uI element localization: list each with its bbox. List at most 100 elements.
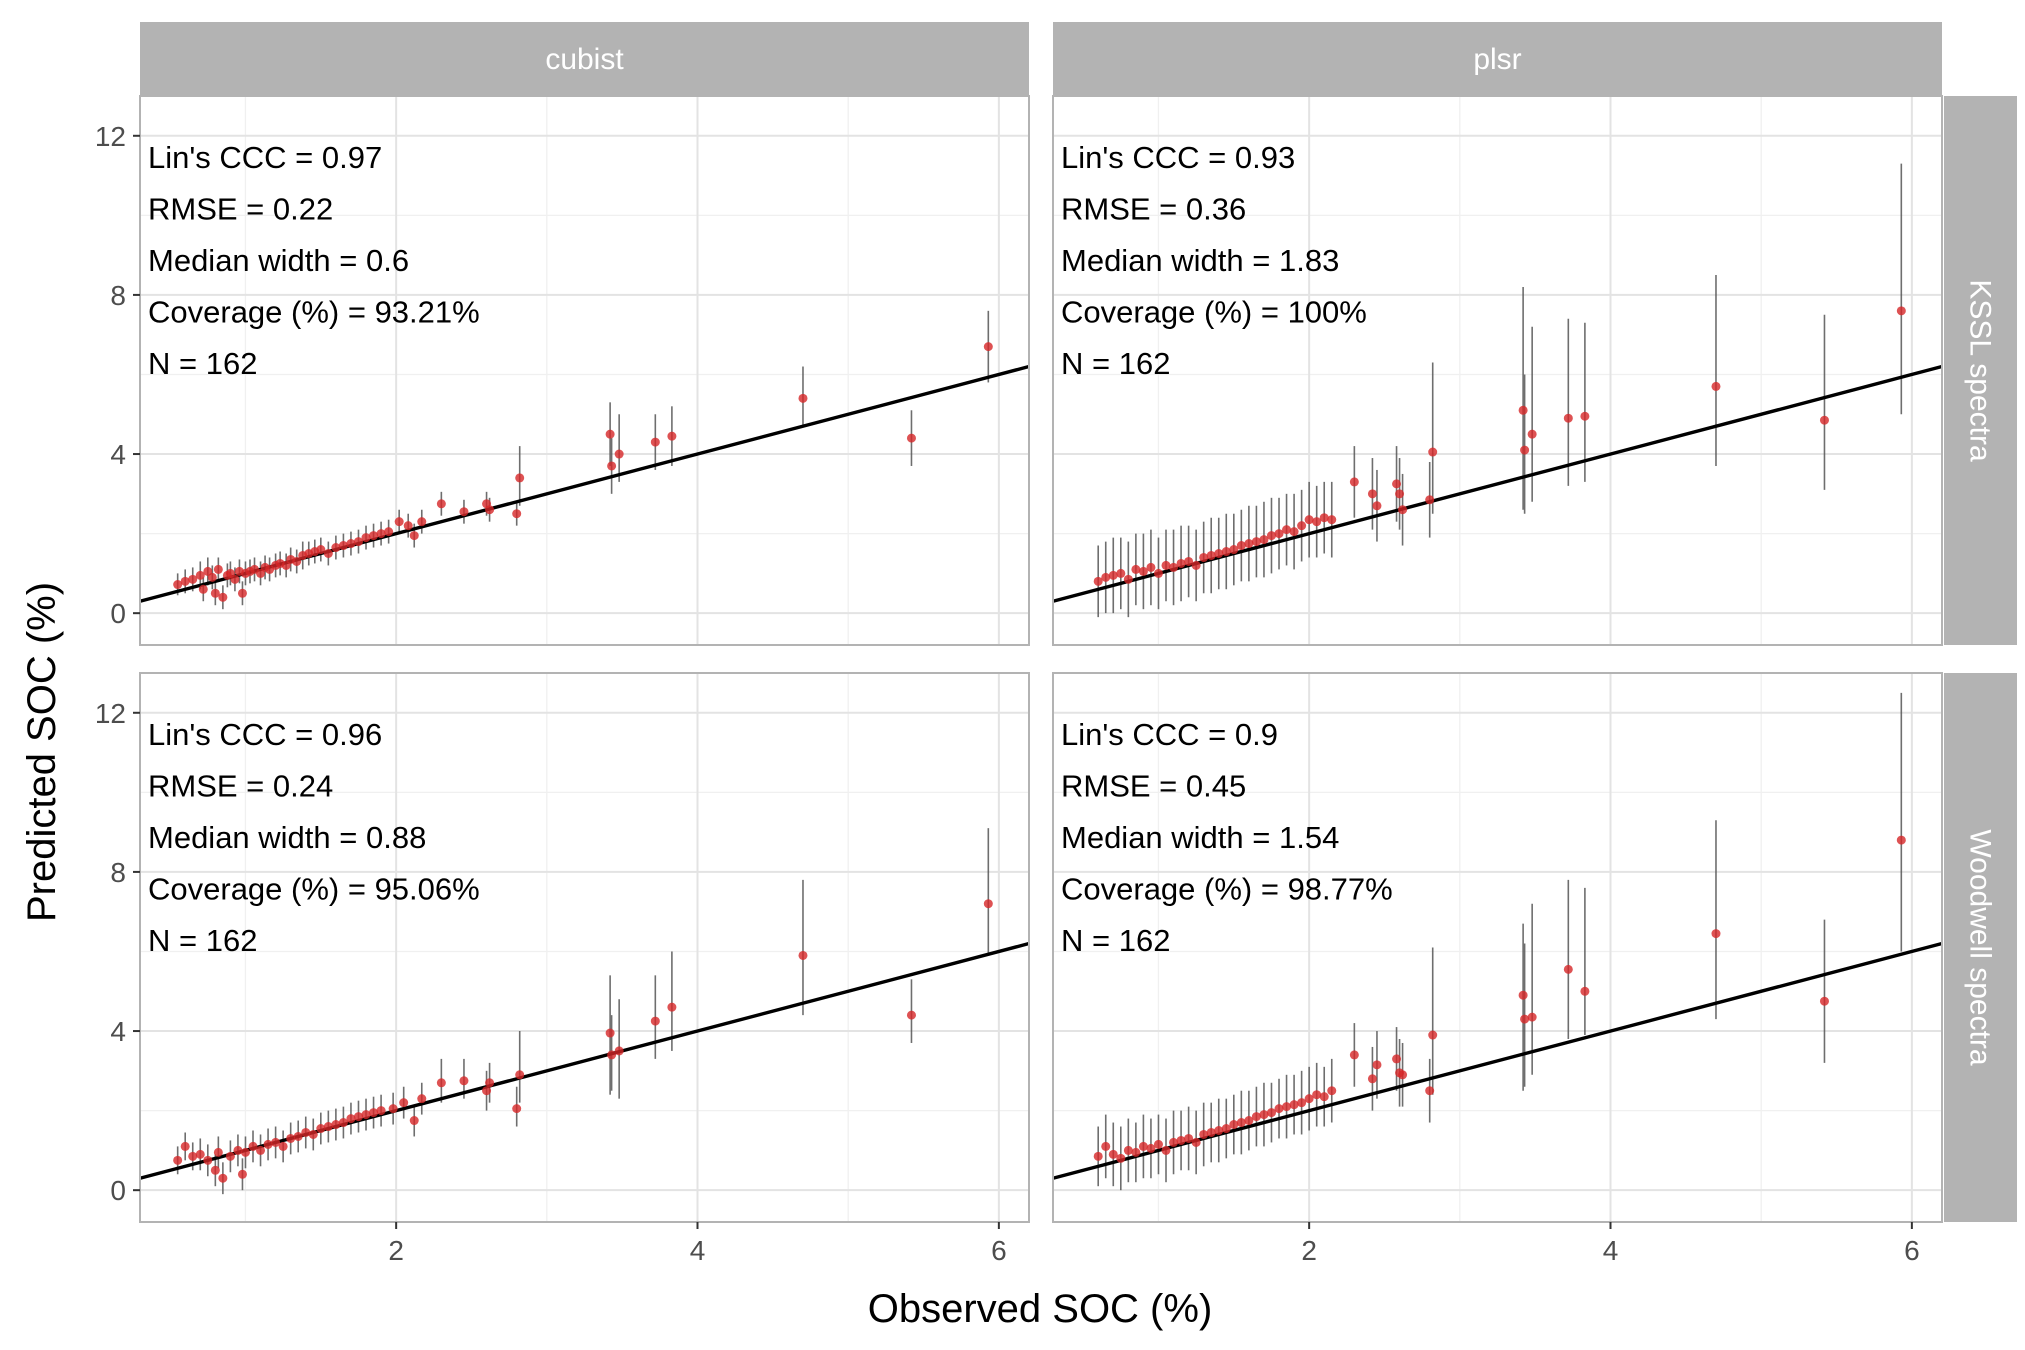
data-point — [195, 1149, 205, 1159]
data-point — [1184, 1133, 1194, 1143]
data-point — [233, 1145, 243, 1155]
data-point — [1274, 529, 1284, 539]
data-point — [1398, 1070, 1408, 1080]
row-strip-label: Woodwell spectra — [1964, 829, 1997, 1066]
data-point — [213, 564, 223, 574]
data-point — [248, 1141, 258, 1151]
data-point — [1153, 1139, 1163, 1149]
data-point — [1214, 549, 1224, 558]
data-point — [512, 1104, 522, 1114]
panel-border — [1052, 95, 1943, 646]
data-point — [1206, 550, 1216, 560]
data-point — [308, 1129, 318, 1139]
data-point — [225, 1151, 235, 1161]
stat-line: Coverage (%) = 98.77% — [1061, 871, 1393, 906]
data-point — [1367, 1074, 1377, 1084]
data-point — [278, 1141, 288, 1151]
stat-line: Lin's CCC = 0.93 — [1061, 140, 1295, 175]
y-tick-label: 12 — [95, 121, 126, 152]
strip-background — [1944, 673, 2017, 1222]
panel-border — [139, 672, 1030, 1223]
data-point — [1176, 558, 1186, 568]
data-point — [1282, 1102, 1292, 1112]
data-point — [369, 531, 379, 541]
data-point — [1191, 1137, 1201, 1147]
data-point — [512, 509, 522, 519]
data-point — [1259, 535, 1269, 545]
data-point — [607, 461, 617, 471]
data-point — [188, 574, 198, 584]
data-point — [293, 1131, 303, 1141]
y-tick-label: 12 — [95, 698, 126, 729]
data-point — [1563, 964, 1573, 974]
data-point — [1425, 495, 1435, 505]
data-point — [353, 537, 363, 547]
data-point — [1372, 501, 1382, 511]
data-point — [286, 1133, 296, 1143]
data-point — [1297, 521, 1307, 531]
data-point — [230, 574, 240, 584]
data-point — [346, 1114, 356, 1124]
data-point — [906, 433, 916, 443]
panel-border — [1052, 672, 1943, 1223]
stat-line: Median width = 1.54 — [1061, 820, 1339, 855]
data-point — [1138, 566, 1148, 576]
data-point — [207, 572, 217, 582]
stat-line: RMSE = 0.36 — [1061, 191, 1246, 226]
data-point — [1304, 1094, 1314, 1104]
data-point — [1229, 1120, 1239, 1130]
data-point — [369, 1108, 379, 1118]
data-point — [983, 899, 993, 909]
data-point — [338, 541, 348, 551]
data-point — [1123, 574, 1133, 584]
panel-stats-annotation: Lin's CCC = 0.9 RMSE = 0.45 Median width =… — [1061, 717, 1393, 958]
data-point — [180, 1141, 190, 1151]
strip-background — [140, 22, 1029, 96]
data-point — [1425, 1086, 1435, 1096]
data-point — [1131, 564, 1141, 574]
data-point — [1108, 1149, 1118, 1159]
stat-line: Lin's CCC = 0.96 — [148, 717, 382, 752]
panel-background — [1053, 96, 1942, 645]
data-point — [346, 539, 356, 549]
panel-plsr-kssl: Lin's CCC = 0.93 RMSE = 0.36 Median width … — [1052, 95, 1943, 646]
stat-line: Coverage (%) = 93.21% — [148, 294, 480, 329]
data-point — [1398, 505, 1408, 515]
stat-line: Median width = 1.83 — [1061, 243, 1339, 278]
data-point — [1289, 527, 1299, 537]
data-point — [798, 950, 808, 960]
data-point — [614, 449, 624, 459]
data-point — [1236, 541, 1246, 551]
data-point — [485, 1078, 495, 1088]
data-point — [436, 499, 446, 509]
panel-plsr-woodwell: Lin's CCC = 0.9 RMSE = 0.45 Median width =… — [1052, 672, 1943, 1266]
data-point — [1520, 1014, 1530, 1024]
data-point — [213, 1147, 223, 1157]
stat-line: Lin's CCC = 0.9 — [1061, 717, 1278, 752]
data-point — [271, 1137, 281, 1147]
data-point — [1184, 556, 1194, 566]
data-point — [1161, 1145, 1171, 1155]
data-point — [1520, 445, 1530, 455]
data-point — [399, 1098, 409, 1108]
data-point — [459, 1076, 469, 1086]
panels-layer: cubist plsr KSSL spectra Woodwell spectra Li… — [95, 22, 2017, 1266]
data-point — [607, 1050, 617, 1060]
panel-border — [139, 95, 1030, 646]
data-point — [1297, 1098, 1307, 1108]
data-point — [1161, 560, 1171, 570]
data-point — [485, 505, 495, 515]
x-tick-label: 6 — [991, 1235, 1007, 1266]
data-point — [1169, 1137, 1179, 1147]
data-point — [1392, 479, 1402, 489]
data-point — [1896, 306, 1906, 316]
data-point — [1251, 1112, 1261, 1122]
data-point — [1229, 545, 1239, 555]
data-point — [906, 1010, 916, 1020]
panel-cubist-woodwell: Lin's CCC = 0.96 RMSE = 0.24 Median width … — [95, 672, 1030, 1266]
data-point — [316, 545, 326, 555]
column-strip-cubist: cubist — [140, 22, 1029, 96]
x-tick-label: 2 — [388, 1235, 404, 1266]
column-strip-label: cubist — [545, 43, 624, 76]
